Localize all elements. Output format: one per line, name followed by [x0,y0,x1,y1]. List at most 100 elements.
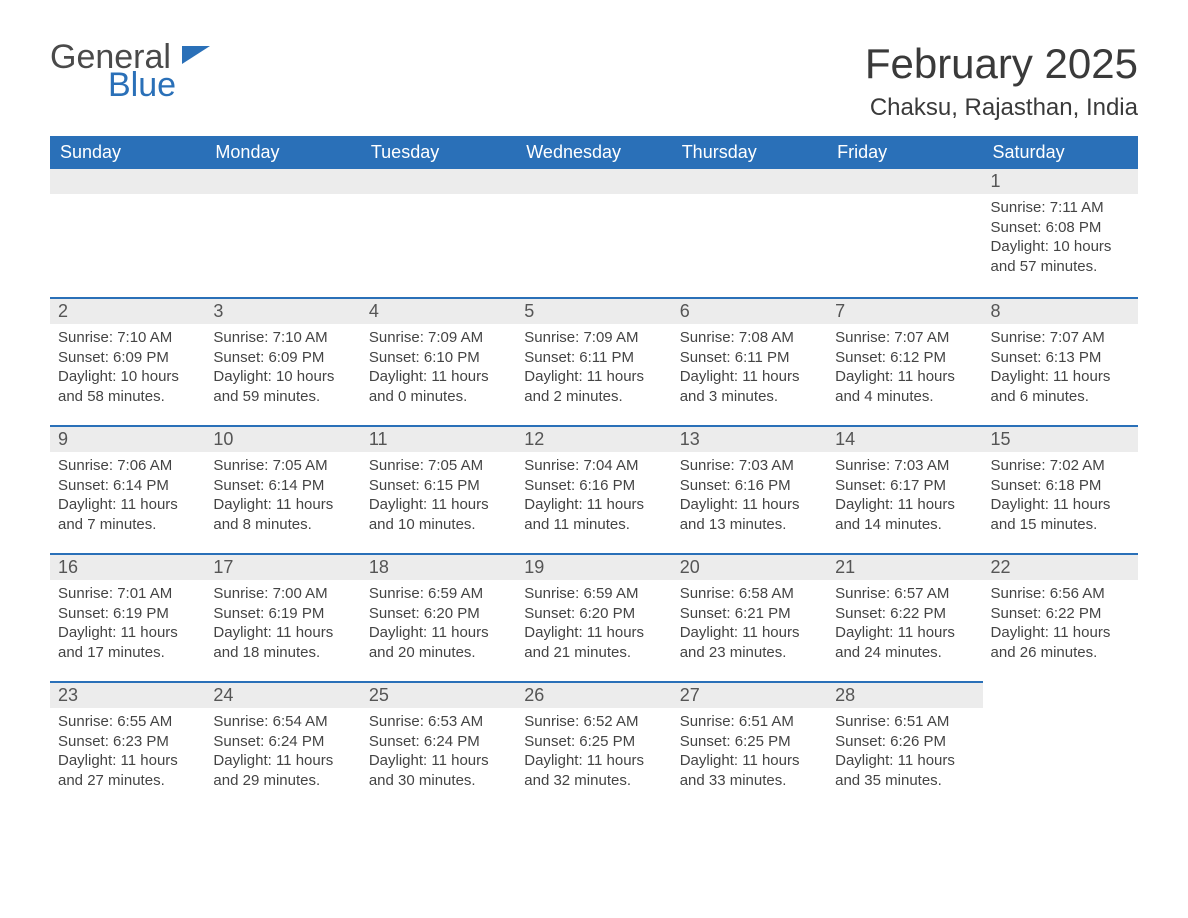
calendar-cell: 10Sunrise: 7:05 AMSunset: 6:14 PMDayligh… [205,425,360,553]
daylight-line: Daylight: 10 hours and 57 minutes. [991,237,1130,276]
sunset-line: Sunset: 6:23 PM [58,732,197,752]
logo-triangle-icon [182,46,210,64]
day-details: Sunrise: 7:09 AMSunset: 6:10 PMDaylight:… [361,324,516,416]
day-number: 6 [672,297,827,324]
daylight-line: Daylight: 11 hours and 4 minutes. [835,367,974,406]
sunset-line: Sunset: 6:24 PM [369,732,508,752]
daylight-line: Daylight: 11 hours and 2 minutes. [524,367,663,406]
sunset-line: Sunset: 6:20 PM [369,604,508,624]
sunset-line: Sunset: 6:12 PM [835,348,974,368]
daylight-line: Daylight: 10 hours and 59 minutes. [213,367,352,406]
sunrise-line: Sunrise: 7:01 AM [58,584,197,604]
sunset-line: Sunset: 6:10 PM [369,348,508,368]
calendar: SundayMondayTuesdayWednesdayThursdayFrid… [50,136,1138,809]
calendar-week-row: 23Sunrise: 6:55 AMSunset: 6:23 PMDayligh… [50,681,1138,809]
sunrise-line: Sunrise: 6:59 AM [369,584,508,604]
sunrise-line: Sunrise: 7:00 AM [213,584,352,604]
calendar-cell: 16Sunrise: 7:01 AMSunset: 6:19 PMDayligh… [50,553,205,681]
day-details: Sunrise: 7:02 AMSunset: 6:18 PMDaylight:… [983,452,1138,544]
empty-day-bar [50,169,205,194]
sunrise-line: Sunrise: 6:58 AM [680,584,819,604]
calendar-cell [672,169,827,297]
sunset-line: Sunset: 6:09 PM [58,348,197,368]
day-number: 9 [50,425,205,452]
logo: General Blue [50,40,210,102]
day-number: 12 [516,425,671,452]
weekday-header: Sunday [50,136,205,169]
sunrise-line: Sunrise: 7:07 AM [835,328,974,348]
daylight-line: Daylight: 11 hours and 35 minutes. [835,751,974,790]
sunset-line: Sunset: 6:13 PM [991,348,1130,368]
calendar-cell: 24Sunrise: 6:54 AMSunset: 6:24 PMDayligh… [205,681,360,809]
daylight-line: Daylight: 11 hours and 27 minutes. [58,751,197,790]
day-details: Sunrise: 7:09 AMSunset: 6:11 PMDaylight:… [516,324,671,416]
calendar-cell: 20Sunrise: 6:58 AMSunset: 6:21 PMDayligh… [672,553,827,681]
sunset-line: Sunset: 6:16 PM [524,476,663,496]
calendar-cell: 28Sunrise: 6:51 AMSunset: 6:26 PMDayligh… [827,681,982,809]
day-details: Sunrise: 7:04 AMSunset: 6:16 PMDaylight:… [516,452,671,544]
sunrise-line: Sunrise: 6:54 AM [213,712,352,732]
daylight-line: Daylight: 11 hours and 18 minutes. [213,623,352,662]
calendar-cell [516,169,671,297]
calendar-cell [50,169,205,297]
daylight-line: Daylight: 11 hours and 13 minutes. [680,495,819,534]
calendar-cell: 22Sunrise: 6:56 AMSunset: 6:22 PMDayligh… [983,553,1138,681]
calendar-cell: 4Sunrise: 7:09 AMSunset: 6:10 PMDaylight… [361,297,516,425]
day-details: Sunrise: 6:53 AMSunset: 6:24 PMDaylight:… [361,708,516,800]
daylight-line: Daylight: 11 hours and 8 minutes. [213,495,352,534]
sunset-line: Sunset: 6:26 PM [835,732,974,752]
daylight-line: Daylight: 11 hours and 32 minutes. [524,751,663,790]
calendar-cell [827,169,982,297]
day-number: 23 [50,681,205,708]
day-number: 11 [361,425,516,452]
empty-day-bar [672,169,827,194]
empty-day-bar [827,169,982,194]
calendar-cell: 2Sunrise: 7:10 AMSunset: 6:09 PMDaylight… [50,297,205,425]
day-number: 25 [361,681,516,708]
sunrise-line: Sunrise: 6:56 AM [991,584,1130,604]
daylight-line: Daylight: 11 hours and 26 minutes. [991,623,1130,662]
day-details: Sunrise: 7:05 AMSunset: 6:15 PMDaylight:… [361,452,516,544]
weekday-header: Monday [205,136,360,169]
empty-day-bar [516,169,671,194]
sunset-line: Sunset: 6:22 PM [835,604,974,624]
calendar-cell: 15Sunrise: 7:02 AMSunset: 6:18 PMDayligh… [983,425,1138,553]
sunrise-line: Sunrise: 7:09 AM [369,328,508,348]
day-details: Sunrise: 6:59 AMSunset: 6:20 PMDaylight:… [516,580,671,672]
daylight-line: Daylight: 11 hours and 14 minutes. [835,495,974,534]
day-details: Sunrise: 7:00 AMSunset: 6:19 PMDaylight:… [205,580,360,672]
weekday-header: Friday [827,136,982,169]
sunset-line: Sunset: 6:11 PM [680,348,819,368]
sunset-line: Sunset: 6:19 PM [58,604,197,624]
calendar-cell: 26Sunrise: 6:52 AMSunset: 6:25 PMDayligh… [516,681,671,809]
weekday-header: Wednesday [516,136,671,169]
day-details: Sunrise: 7:01 AMSunset: 6:19 PMDaylight:… [50,580,205,672]
day-number: 13 [672,425,827,452]
sunrise-line: Sunrise: 7:06 AM [58,456,197,476]
daylight-line: Daylight: 10 hours and 58 minutes. [58,367,197,406]
calendar-cell: 7 Sunrise: 7:07 AMSunset: 6:12 PMDaylight… [827,297,982,425]
sunrise-line: Sunrise: 7:07 AM [991,328,1130,348]
day-number: 8 [983,297,1138,324]
daylight-line: Daylight: 11 hours and 11 minutes. [524,495,663,534]
logo-text-blue: Blue [108,68,176,102]
daylight-line: Daylight: 11 hours and 24 minutes. [835,623,974,662]
sunrise-line: Sunrise: 7:09 AM [524,328,663,348]
daylight-line: Daylight: 11 hours and 10 minutes. [369,495,508,534]
daylight-line: Daylight: 11 hours and 30 minutes. [369,751,508,790]
day-number: 1 [983,169,1138,194]
day-number: 28 [827,681,982,708]
calendar-cell: 12Sunrise: 7:04 AMSunset: 6:16 PMDayligh… [516,425,671,553]
title-block: February 2025 Chaksu, Rajasthan, India [865,40,1138,132]
calendar-cell [205,169,360,297]
sunrise-line: Sunrise: 6:59 AM [524,584,663,604]
month-title: February 2025 [865,40,1138,88]
calendar-cell: 9Sunrise: 7:06 AMSunset: 6:14 PMDaylight… [50,425,205,553]
sunrise-line: Sunrise: 7:05 AM [369,456,508,476]
day-details: Sunrise: 6:55 AMSunset: 6:23 PMDaylight:… [50,708,205,800]
day-number: 7 [827,297,982,324]
daylight-line: Daylight: 11 hours and 23 minutes. [680,623,819,662]
day-number: 18 [361,553,516,580]
empty-day-bar [361,169,516,194]
daylight-line: Daylight: 11 hours and 17 minutes. [58,623,197,662]
